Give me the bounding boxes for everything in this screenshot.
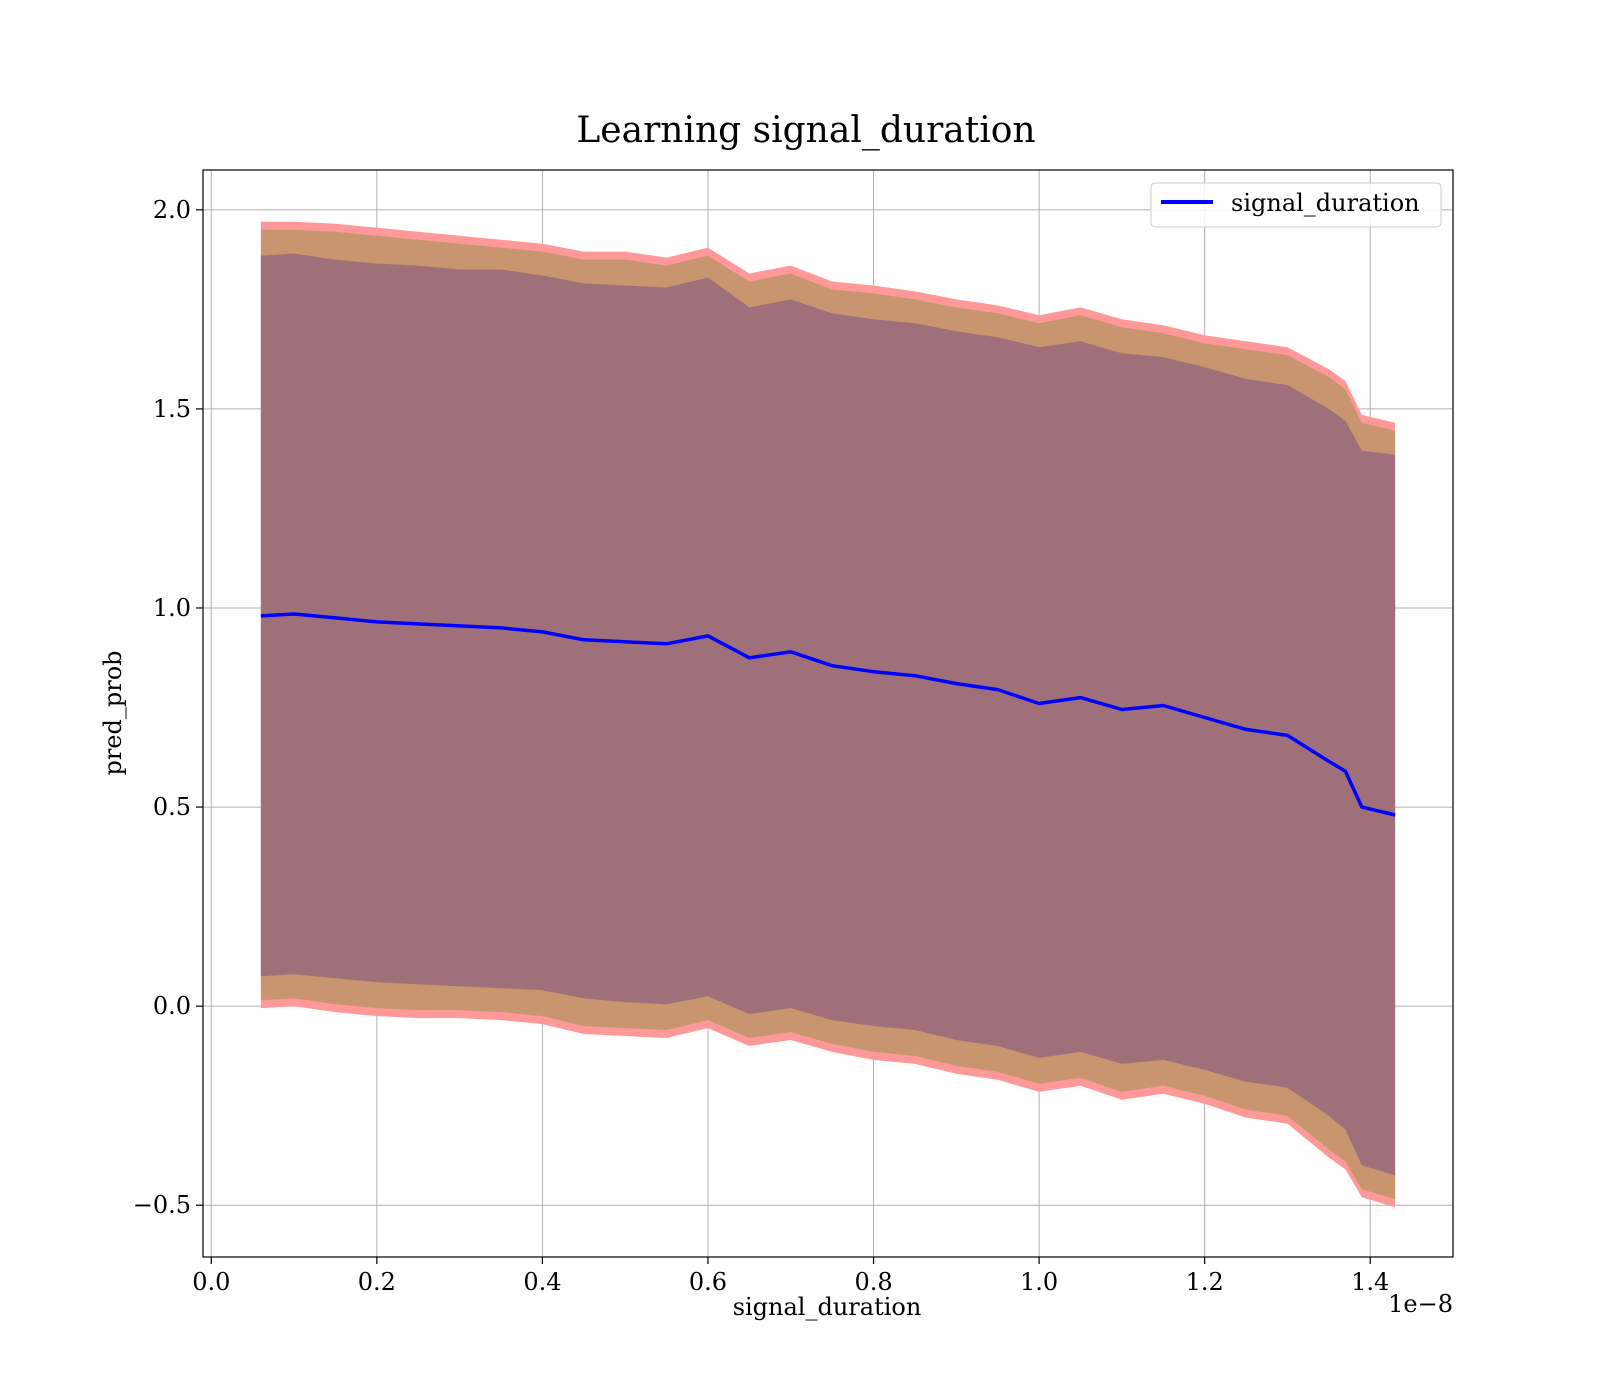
x-axis-label: signal_duration [733,1293,922,1321]
y-axis-label: pred_prob [99,650,127,775]
x-tick-label-4: 0.8 [854,1268,892,1296]
chart-title: Learning signal_duration [576,110,1035,151]
legend-box [1150,182,1442,228]
x-tick-label-6: 1.2 [1186,1268,1224,1296]
y-tick-label-3: 1.0 [153,594,191,622]
y-axis-ticks: −0.5 0.0 0.5 1.0 1.5 2.0 [133,196,203,1219]
band-inner [260,253,1396,1176]
series-line-signal-duration [260,612,1396,817]
legend: signal_duration [1150,182,1442,228]
legend-entry-signal-duration: signal_duration [1231,189,1420,217]
band-layer [260,221,1396,1208]
y-tick-label-1: 0.0 [153,992,191,1020]
plot-frame [202,169,1454,1258]
y-tick-label-2: 0.5 [153,793,191,821]
x-tick-label-5: 1.0 [1020,1268,1058,1296]
x-tick-label-0: 0.0 [192,1268,230,1296]
x-tick-label-2: 0.4 [523,1268,561,1296]
x-axis-ticks: 0.0 0.2 0.4 0.6 0.8 1.0 1.2 1.4 [192,1257,1389,1296]
line-layer [260,612,1396,817]
x-tick-label-7: 1.4 [1351,1268,1389,1296]
x-axis-offset-label: 1e−8 [1388,1290,1453,1318]
x-tick-label-3: 0.6 [689,1268,727,1296]
y-tick-label-0: −0.5 [133,1191,191,1219]
y-tick-label-5: 2.0 [153,196,191,224]
y-tick-label-4: 1.5 [153,395,191,423]
x-tick-label-1: 0.2 [358,1268,396,1296]
